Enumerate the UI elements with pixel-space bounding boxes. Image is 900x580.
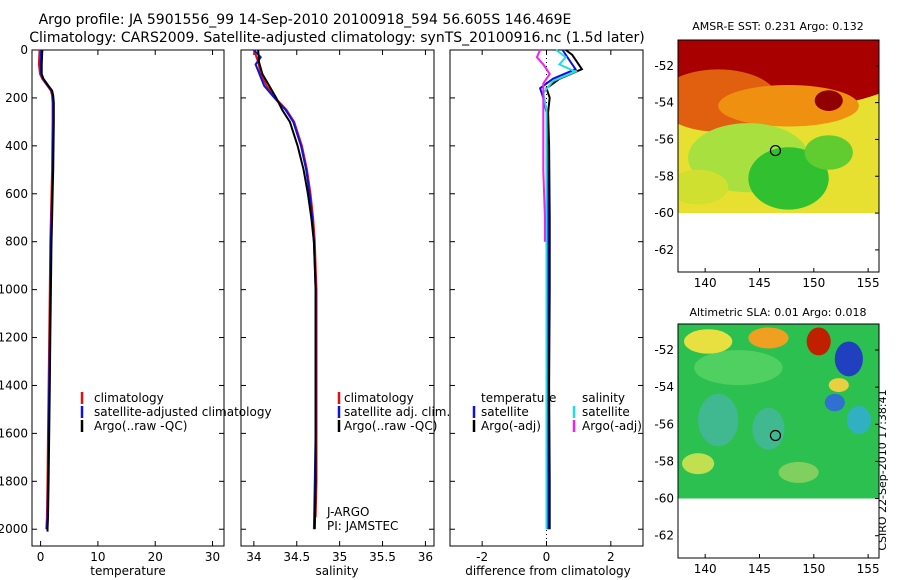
sla-high (748, 327, 789, 349)
argo-profile-location-marker (769, 144, 782, 157)
sla-low (846, 406, 871, 434)
depth-tick-label: 2000 (0, 522, 28, 536)
salinity-series-satellite (253, 49, 317, 530)
diff-legend-temp-argo: Argo(-adj) (481, 419, 541, 433)
sst-warm-eddy (814, 90, 843, 111)
sla-map-title: Altimetric SLA: 0.01 Argo: 0.018 (689, 306, 866, 319)
salinity-xtick-label: 35.5 (369, 550, 396, 564)
map-0-no-data (678, 213, 879, 272)
map-1-frame (677, 323, 880, 559)
map-1-ytick-label: -58 (654, 454, 674, 468)
sla-band (778, 461, 819, 483)
depth-tick-label: 1000 (0, 283, 28, 297)
sst-mild-patch (678, 169, 729, 205)
map-1-xtick-label: 140 (694, 562, 717, 576)
diff-legend-sal-argo: Argo(-adj) (582, 419, 642, 433)
map-0-ytick-label: -54 (654, 96, 674, 110)
map-0-ytick-label: -52 (654, 59, 674, 73)
figure-title-line1: Argo profile: JA 5901556_99 14-Sep-2010 … (39, 12, 572, 28)
sla-low-eddy (824, 393, 845, 412)
temperature-xtick-label: 20 (148, 550, 163, 564)
sal-legend-satellite: satellite adj. clim. (344, 405, 450, 419)
map-1-xtick-label: 155 (857, 562, 880, 576)
map-0-ytick-label: -58 (654, 169, 674, 183)
diff-legend-sal-title: salinity (582, 391, 625, 405)
temperature-axes-box (31, 49, 225, 547)
salinity-xtick-label: 34.5 (283, 550, 310, 564)
map-0-xtick-label: 155 (857, 276, 880, 290)
sst-cold-patch (804, 135, 853, 170)
map-0-frame (677, 39, 880, 273)
sla-low-eddy (834, 341, 863, 377)
sla-high (684, 329, 733, 354)
sal-legend-climatology: climatology (344, 391, 414, 405)
map-1-ytick-label: -56 (654, 417, 674, 431)
map-1-ytick-label: -62 (654, 529, 674, 543)
depth-tick-label: 200 (5, 91, 28, 105)
difference-series-sal_satellite (542, 49, 579, 530)
temperature-xlabel: temperature (90, 564, 165, 578)
map-1-xtick-label: 145 (748, 562, 771, 576)
difference-xtick-label: 0 (543, 550, 551, 564)
sal-annotation-program: J-ARGO (326, 505, 369, 519)
temperature-xtick-label: 10 (90, 550, 105, 564)
sal-legend-argo: Argo(..raw -QC) (344, 419, 437, 433)
sla-high (828, 378, 849, 393)
map-0-ytick-label: -62 (654, 243, 674, 257)
temperature-xtick-label: 30 (205, 550, 220, 564)
difference-series-argo (545, 49, 584, 530)
temp-legend-climatology: climatology (94, 391, 164, 405)
depth-tick-label: 400 (5, 139, 28, 153)
depth-tick-label: 0 (20, 43, 28, 57)
difference-xtick-label: 2 (607, 550, 615, 564)
sla-band (694, 350, 783, 386)
map-0-ytick-label: -60 (654, 206, 674, 220)
salinity-xtick-label: 34 (246, 550, 261, 564)
salinity-xtick-label: 36 (418, 550, 433, 564)
depth-tick-label: 1600 (0, 426, 28, 440)
difference-series-sal_argo (535, 49, 551, 242)
map-1-ytick-label: -52 (654, 343, 674, 357)
diff-legend-temp-title: temperature (481, 391, 556, 405)
map-0-ytick-label: -56 (654, 132, 674, 146)
temp-legend-argo: Argo(..raw -QC) (94, 419, 187, 433)
sst-cold-patch (748, 147, 829, 210)
salinity-xlabel: salinity (315, 564, 358, 578)
map-1-field (678, 324, 879, 499)
argo-profile-location-marker (769, 429, 782, 442)
depth-tick-label: 800 (5, 235, 28, 249)
map-1-xtick-label: 150 (802, 562, 825, 576)
map-1-no-data (678, 498, 879, 558)
map-0-xtick-label: 145 (748, 276, 771, 290)
difference-xtick-label: -2 (476, 550, 488, 564)
difference-xlabel: difference from climatology (465, 564, 631, 578)
map-0-xtick-label: 150 (802, 276, 825, 290)
map-1-ytick-label: -60 (654, 492, 674, 506)
salinity-xtick-label: 35 (332, 550, 347, 564)
map-0-xtick-label: 140 (694, 276, 717, 290)
salinity-axes-box (240, 49, 435, 547)
sla-high (682, 453, 715, 475)
difference-series-satellite (538, 49, 578, 530)
depth-tick-label: 600 (5, 187, 28, 201)
depth-tick-label: 1200 (0, 331, 28, 345)
temperature-xtick-label: 0 (37, 550, 45, 564)
temp-legend-satellite: satellite-adjusted climatology (94, 405, 272, 419)
salinity-series-argo (257, 49, 317, 530)
sla-low (752, 407, 785, 450)
diff-legend-sal-satellite: satellite (582, 405, 630, 419)
salinity-series-climatology (252, 49, 318, 518)
sst-map-title: AMSR-E SST: 0.231 Argo: 0.132 (692, 20, 864, 33)
sla-low (698, 393, 739, 447)
depth-tick-label: 1400 (0, 378, 28, 392)
figure-title-line2: Climatology: CARS2009. Satellite-adjuste… (29, 30, 644, 46)
sal-annotation-pi: PI: JAMSTEC (327, 519, 398, 533)
temperature-series-argo (40, 49, 55, 532)
map-0-field (678, 40, 879, 214)
map-1-ytick-label: -54 (654, 380, 674, 394)
sla-high-eddy (806, 327, 831, 356)
depth-tick-label: 1800 (0, 474, 28, 488)
diff-legend-temp-satellite: satellite (481, 405, 529, 419)
